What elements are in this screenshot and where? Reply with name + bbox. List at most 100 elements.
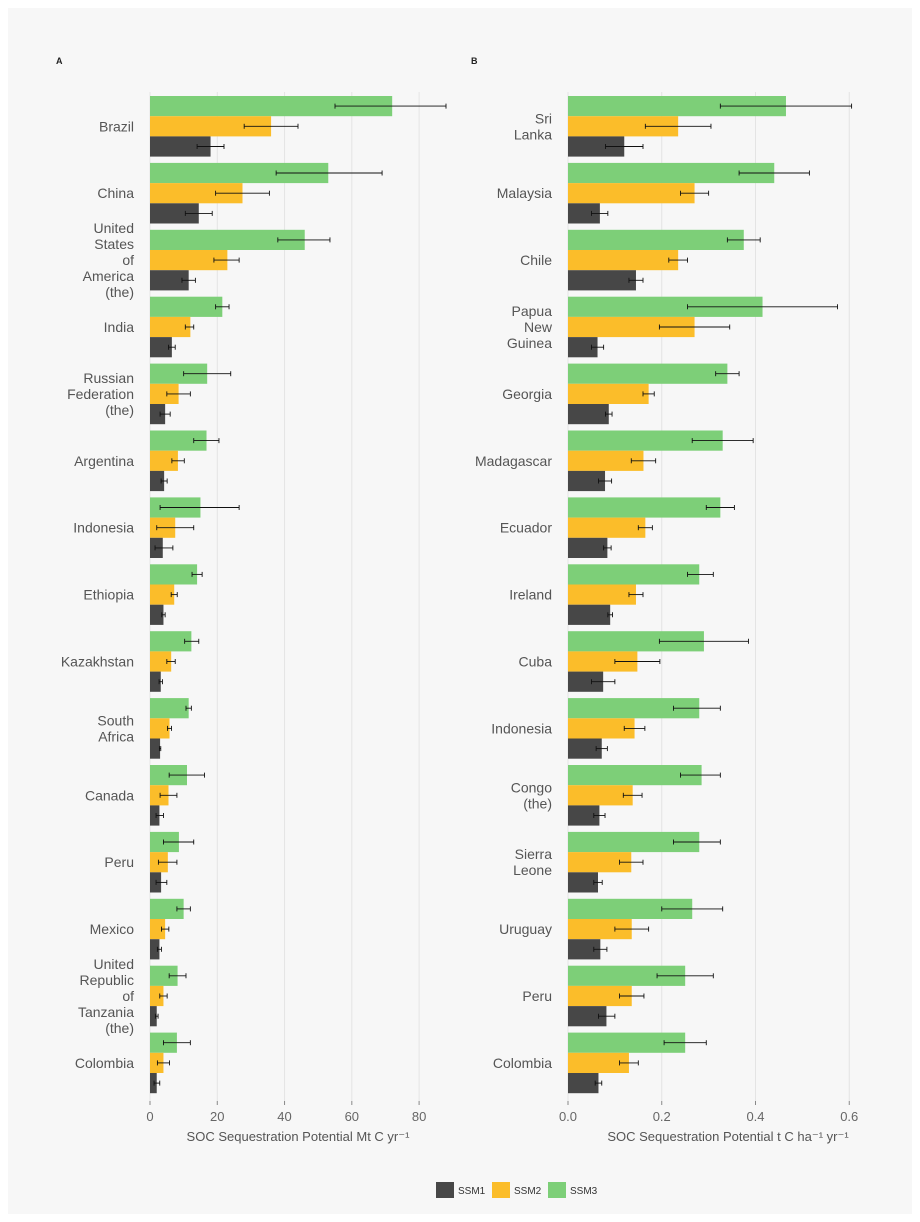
bar-ssm1	[150, 337, 172, 358]
row: Cuba	[519, 631, 749, 692]
category-label: Papua New Guinea	[507, 303, 553, 351]
category-label: Mexico	[90, 921, 135, 937]
bar-ssm1	[150, 1006, 157, 1027]
bar-ssm3	[150, 965, 178, 986]
row: India	[104, 296, 230, 358]
bar-ssm2	[150, 250, 228, 271]
row: Mexico	[90, 898, 191, 960]
bar-ssm2	[568, 852, 632, 873]
bar-ssm2	[568, 383, 649, 404]
category-label: United Republic of Tanzania (the)	[78, 956, 134, 1036]
bar-ssm3	[150, 96, 393, 117]
panel-a: A Brazil China United States of America (the) In…	[56, 56, 447, 1144]
bar-ssm1	[150, 203, 199, 224]
category-label: Ecuador	[500, 520, 552, 536]
row: Papua New Guinea	[507, 296, 838, 358]
row: Indonesia	[491, 698, 721, 759]
bar-ssm3	[568, 430, 723, 451]
category-label: Uruguay	[499, 921, 552, 937]
legend-label: SSM3	[570, 1186, 598, 1197]
bar-ssm1	[150, 872, 162, 893]
row: Malaysia	[497, 162, 810, 224]
row: Ethiopia	[83, 564, 203, 625]
bar-ssm3	[568, 965, 686, 986]
bar-ssm2	[150, 316, 191, 338]
bar-ssm1	[568, 805, 600, 826]
category-label: Indonesia	[491, 720, 552, 736]
bar-ssm3	[150, 631, 192, 652]
bar-ssm1	[568, 470, 606, 492]
row: South Africa	[97, 698, 192, 759]
bar-ssm2	[568, 718, 635, 739]
bar-ssm1	[150, 805, 160, 826]
category-label: Argentina	[74, 453, 134, 469]
row: China	[97, 162, 383, 224]
x-tick-label: 80	[412, 1109, 426, 1124]
bar-ssm3	[150, 162, 329, 184]
bar-ssm2	[568, 584, 636, 605]
bar-ssm3	[568, 1032, 686, 1053]
figure: A Brazil China United States of America (the) In…	[8, 8, 912, 1214]
bar-ssm2	[568, 919, 632, 940]
row: Argentina	[74, 430, 220, 492]
x-tick-label: 40	[277, 1109, 291, 1124]
x-tick-label: 0.4	[746, 1109, 764, 1124]
category-label: Colombia	[493, 1055, 552, 1071]
bar-ssm1	[150, 939, 160, 960]
bar-ssm3	[150, 698, 189, 719]
bar-ssm3	[568, 96, 786, 117]
category-label: China	[97, 185, 134, 201]
x-tick-label: 20	[210, 1109, 224, 1124]
row: Georgia	[502, 363, 740, 425]
bar-ssm1	[150, 671, 161, 692]
bar-ssm1	[150, 470, 165, 492]
row: Colombia	[493, 1032, 707, 1094]
x-tick-label: 0.6	[840, 1109, 858, 1124]
legend-label: SSM1	[458, 1186, 486, 1197]
row: United States of America (the)	[83, 220, 331, 300]
bar-ssm1	[150, 136, 211, 157]
bar-ssm2	[150, 1052, 164, 1073]
x-tick-label: 0.2	[653, 1109, 671, 1124]
panel-label: B	[471, 56, 478, 66]
bar-ssm1	[568, 738, 602, 759]
bar-ssm3	[568, 229, 744, 250]
row: Ecuador	[500, 497, 735, 558]
legend-label: SSM2	[514, 1186, 542, 1197]
category-label: Kazakhstan	[61, 654, 134, 670]
bar-ssm1	[568, 337, 598, 358]
bar-ssm2	[568, 517, 646, 538]
panel-label: A	[56, 56, 63, 66]
row: United Republic of Tanzania (the)	[78, 956, 187, 1036]
x-axis-title: SOC Sequestration Potential Mt C yr⁻¹	[187, 1129, 411, 1144]
panel-b: B Sri Lanka Malaysia Chile Papua New Guinea Geor…	[471, 56, 858, 1144]
bar-ssm1	[568, 136, 625, 157]
bar-ssm3	[150, 430, 207, 451]
bar-ssm2	[150, 183, 243, 204]
x-tick-label: 0	[146, 1109, 153, 1124]
row: Uruguay	[499, 898, 724, 960]
category-label: Brazil	[99, 118, 134, 134]
bar-ssm2	[568, 450, 644, 471]
bar-ssm2	[150, 450, 178, 471]
category-label: Indonesia	[73, 520, 134, 536]
bar-ssm2	[568, 651, 638, 672]
bar-ssm2	[150, 116, 272, 137]
legend-swatch	[492, 1182, 510, 1198]
category-label: Sri Lanka	[514, 110, 552, 142]
category-label: United States of America (the)	[83, 220, 135, 300]
category-label: India	[104, 319, 135, 335]
bar-ssm3	[150, 564, 198, 585]
bar-ssm1	[150, 404, 166, 425]
bar-ssm3	[568, 698, 700, 719]
x-axis-title: SOC Sequestration Potential t C ha⁻¹ yr⁻…	[607, 1129, 849, 1144]
row: Colombia	[75, 1032, 191, 1094]
x-tick-label: 60	[345, 1109, 359, 1124]
bar-ssm2	[150, 651, 172, 672]
row: Chile	[520, 229, 761, 291]
bar-ssm2	[150, 584, 175, 605]
x-tick-label: 0.0	[559, 1109, 577, 1124]
bar-ssm3	[568, 898, 693, 919]
bar-ssm3	[568, 765, 702, 786]
category-label: Madagascar	[475, 453, 552, 469]
